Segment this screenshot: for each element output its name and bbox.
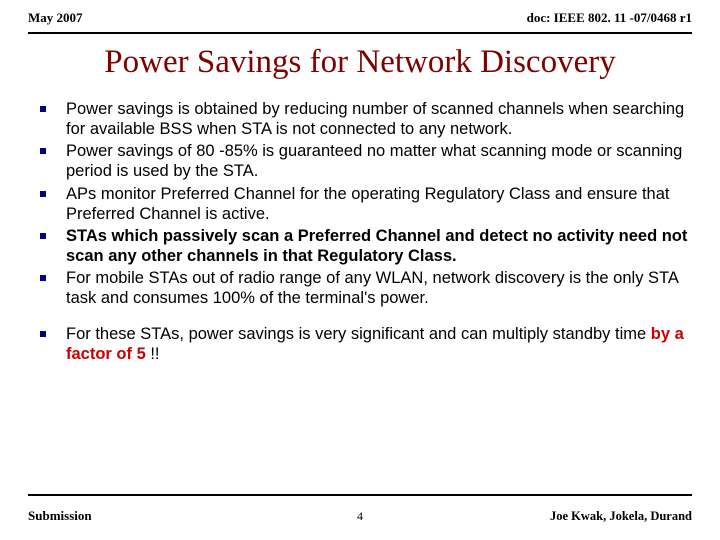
bullet-item: For mobile STAs out of radio range of an… [30,268,690,308]
footer-page: 4 [357,509,363,524]
footer: Submission 4 Joe Kwak, Jokela, Durand [28,508,692,524]
footer-right: Joe Kwak, Jokela, Durand [550,509,692,524]
bullet-text-prefix: For these STAs, power savings is very si… [66,325,651,343]
header-date: May 2007 [28,10,83,26]
bullet-list-2: For these STAs, power savings is very si… [30,324,690,364]
bullet-item: STAs which passively scan a Preferred Ch… [30,226,690,266]
bullet-item: For these STAs, power savings is very si… [30,324,690,364]
header-rule [28,32,692,34]
bullet-item: Power savings is obtained by reducing nu… [30,99,690,139]
footer-left: Submission [28,508,92,524]
footer-rule [28,494,692,496]
bullet-item: Power savings of 80 -85% is guaranteed n… [30,141,690,181]
slide-title: Power Savings for Network Discovery [0,44,720,81]
content-area: Power savings is obtained by reducing nu… [0,81,720,365]
header: May 2007 doc: IEEE 802. 11 -07/0468 r1 [0,0,720,30]
bullet-list-1: Power savings is obtained by reducing nu… [30,99,690,308]
bullet-item: APs monitor Preferred Channel for the op… [30,184,690,224]
bullet-text-suffix: !! [146,345,160,363]
header-doc: doc: IEEE 802. 11 -07/0468 r1 [527,10,692,26]
